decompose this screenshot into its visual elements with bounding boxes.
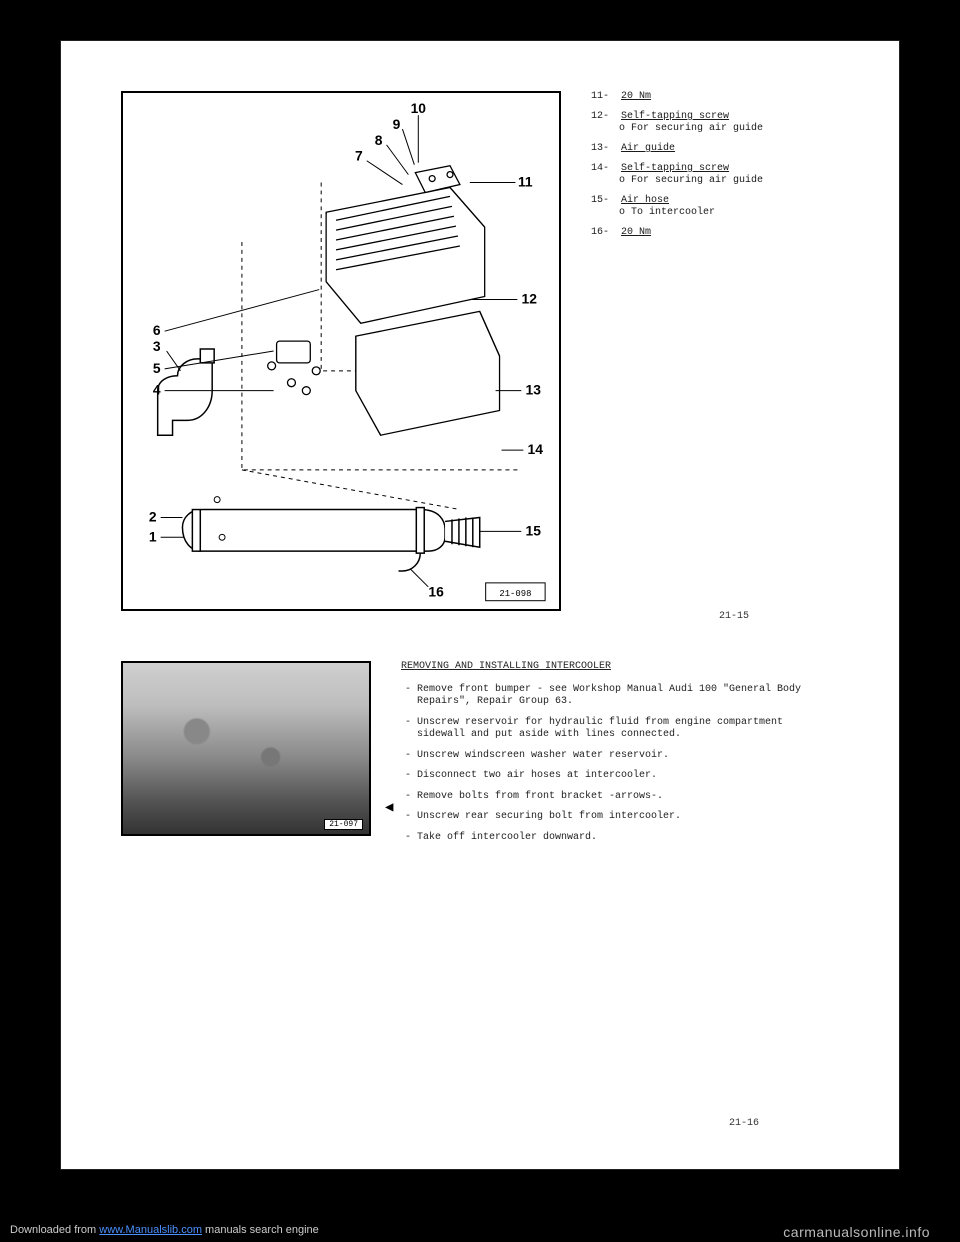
callout-10: 10 bbox=[411, 100, 427, 116]
footer-prefix: Downloaded from bbox=[10, 1224, 99, 1236]
footer-site: carmanualsonline.info bbox=[783, 1224, 930, 1240]
parts-sub: o To intercooler bbox=[591, 207, 881, 219]
instructions-title: REMOVING AND INSTALLING INTERCOOLER bbox=[401, 661, 831, 674]
instruction-step: Unscrew rear securing bolt from intercoo… bbox=[401, 811, 831, 824]
parts-sub: o For securing air guide bbox=[591, 123, 881, 135]
callout-4: 4 bbox=[153, 382, 161, 398]
footer-suffix: manuals search engine bbox=[202, 1224, 319, 1236]
document-sheet: 10 9 8 7 11 12 13 14 15 16 1 2 3 4 bbox=[60, 40, 900, 1170]
parts-row: 13- Air guide bbox=[591, 143, 881, 155]
callout-2: 2 bbox=[149, 508, 157, 524]
parts-row: 11- 20 Nm bbox=[591, 91, 881, 103]
instruction-step: Unscrew reservoir for hydraulic fluid fr… bbox=[401, 717, 831, 742]
parts-name: Air hose bbox=[621, 195, 669, 206]
callout-14: 14 bbox=[528, 441, 544, 457]
instructions: REMOVING AND INSTALLING INTERCOOLER Remo… bbox=[401, 661, 831, 852]
parts-row: 12- Self-tapping screw o For securing ai… bbox=[591, 111, 881, 135]
instruction-step: Remove bolts from front bracket -arrows-… bbox=[401, 791, 831, 804]
parts-num: 14- bbox=[591, 163, 615, 175]
page-number-top: 21-15 bbox=[719, 611, 749, 622]
callout-7: 7 bbox=[355, 148, 363, 164]
parts-sub: o For securing air guide bbox=[591, 175, 881, 187]
callout-1: 1 bbox=[149, 528, 157, 544]
callout-8: 8 bbox=[375, 132, 383, 148]
callout-6: 6 bbox=[153, 322, 161, 338]
page: 10 9 8 7 11 12 13 14 15 16 1 2 3 4 bbox=[0, 0, 960, 1242]
instruction-step: Unscrew windscreen washer water reservoi… bbox=[401, 750, 831, 763]
parts-num: 13- bbox=[591, 143, 615, 155]
parts-name: 20 Nm bbox=[621, 227, 651, 238]
parts-name: Self-tapping screw bbox=[621, 111, 729, 122]
pointer-triangle-icon: ◀ bbox=[385, 799, 393, 816]
parts-row: 15- Air hose o To intercooler bbox=[591, 195, 881, 219]
callout-11: 11 bbox=[518, 174, 533, 190]
callout-13: 13 bbox=[526, 382, 542, 398]
instruction-step: Remove front bumper - see Workshop Manua… bbox=[401, 684, 831, 709]
photo-label: 21-097 bbox=[324, 819, 363, 830]
callout-12: 12 bbox=[522, 290, 538, 306]
parts-num: 16- bbox=[591, 227, 615, 239]
callout-16: 16 bbox=[428, 584, 444, 600]
diagram-svg: 10 9 8 7 11 12 13 14 15 16 1 2 3 4 bbox=[123, 93, 559, 609]
callout-15: 15 bbox=[526, 522, 542, 538]
exploded-diagram: 10 9 8 7 11 12 13 14 15 16 1 2 3 4 bbox=[121, 91, 561, 611]
parts-name: 20 Nm bbox=[621, 91, 651, 102]
footer-link[interactable]: www.Manualslib.com bbox=[99, 1224, 202, 1236]
parts-row: 16- 20 Nm bbox=[591, 227, 881, 239]
parts-num: 15- bbox=[591, 195, 615, 207]
parts-name: Air guide bbox=[621, 143, 675, 154]
callout-5: 5 bbox=[153, 360, 161, 376]
top-section: 10 9 8 7 11 12 13 14 15 16 1 2 3 4 bbox=[61, 61, 899, 621]
parts-list: 11- 20 Nm 12- Self-tapping screw o For s… bbox=[591, 91, 881, 247]
bottom-section: 21-097 ◀ REMOVING AND INSTALLING INTERCO… bbox=[61, 651, 899, 1051]
parts-num: 11- bbox=[591, 91, 615, 103]
callout-3: 3 bbox=[153, 338, 161, 354]
parts-name: Self-tapping screw bbox=[621, 163, 729, 174]
reference-photo: 21-097 bbox=[121, 661, 371, 836]
footer: Downloaded from www.Manualslib.com manua… bbox=[10, 1224, 950, 1236]
parts-row: 14- Self-tapping screw o For securing ai… bbox=[591, 163, 881, 187]
callout-9: 9 bbox=[393, 116, 401, 132]
instruction-step: Disconnect two air hoses at intercooler. bbox=[401, 770, 831, 783]
page-number-bottom: 21-16 bbox=[729, 1118, 759, 1129]
instruction-step: Take off intercooler downward. bbox=[401, 832, 831, 845]
diagram-frame-label: 21-098 bbox=[499, 589, 531, 599]
parts-num: 12- bbox=[591, 111, 615, 123]
